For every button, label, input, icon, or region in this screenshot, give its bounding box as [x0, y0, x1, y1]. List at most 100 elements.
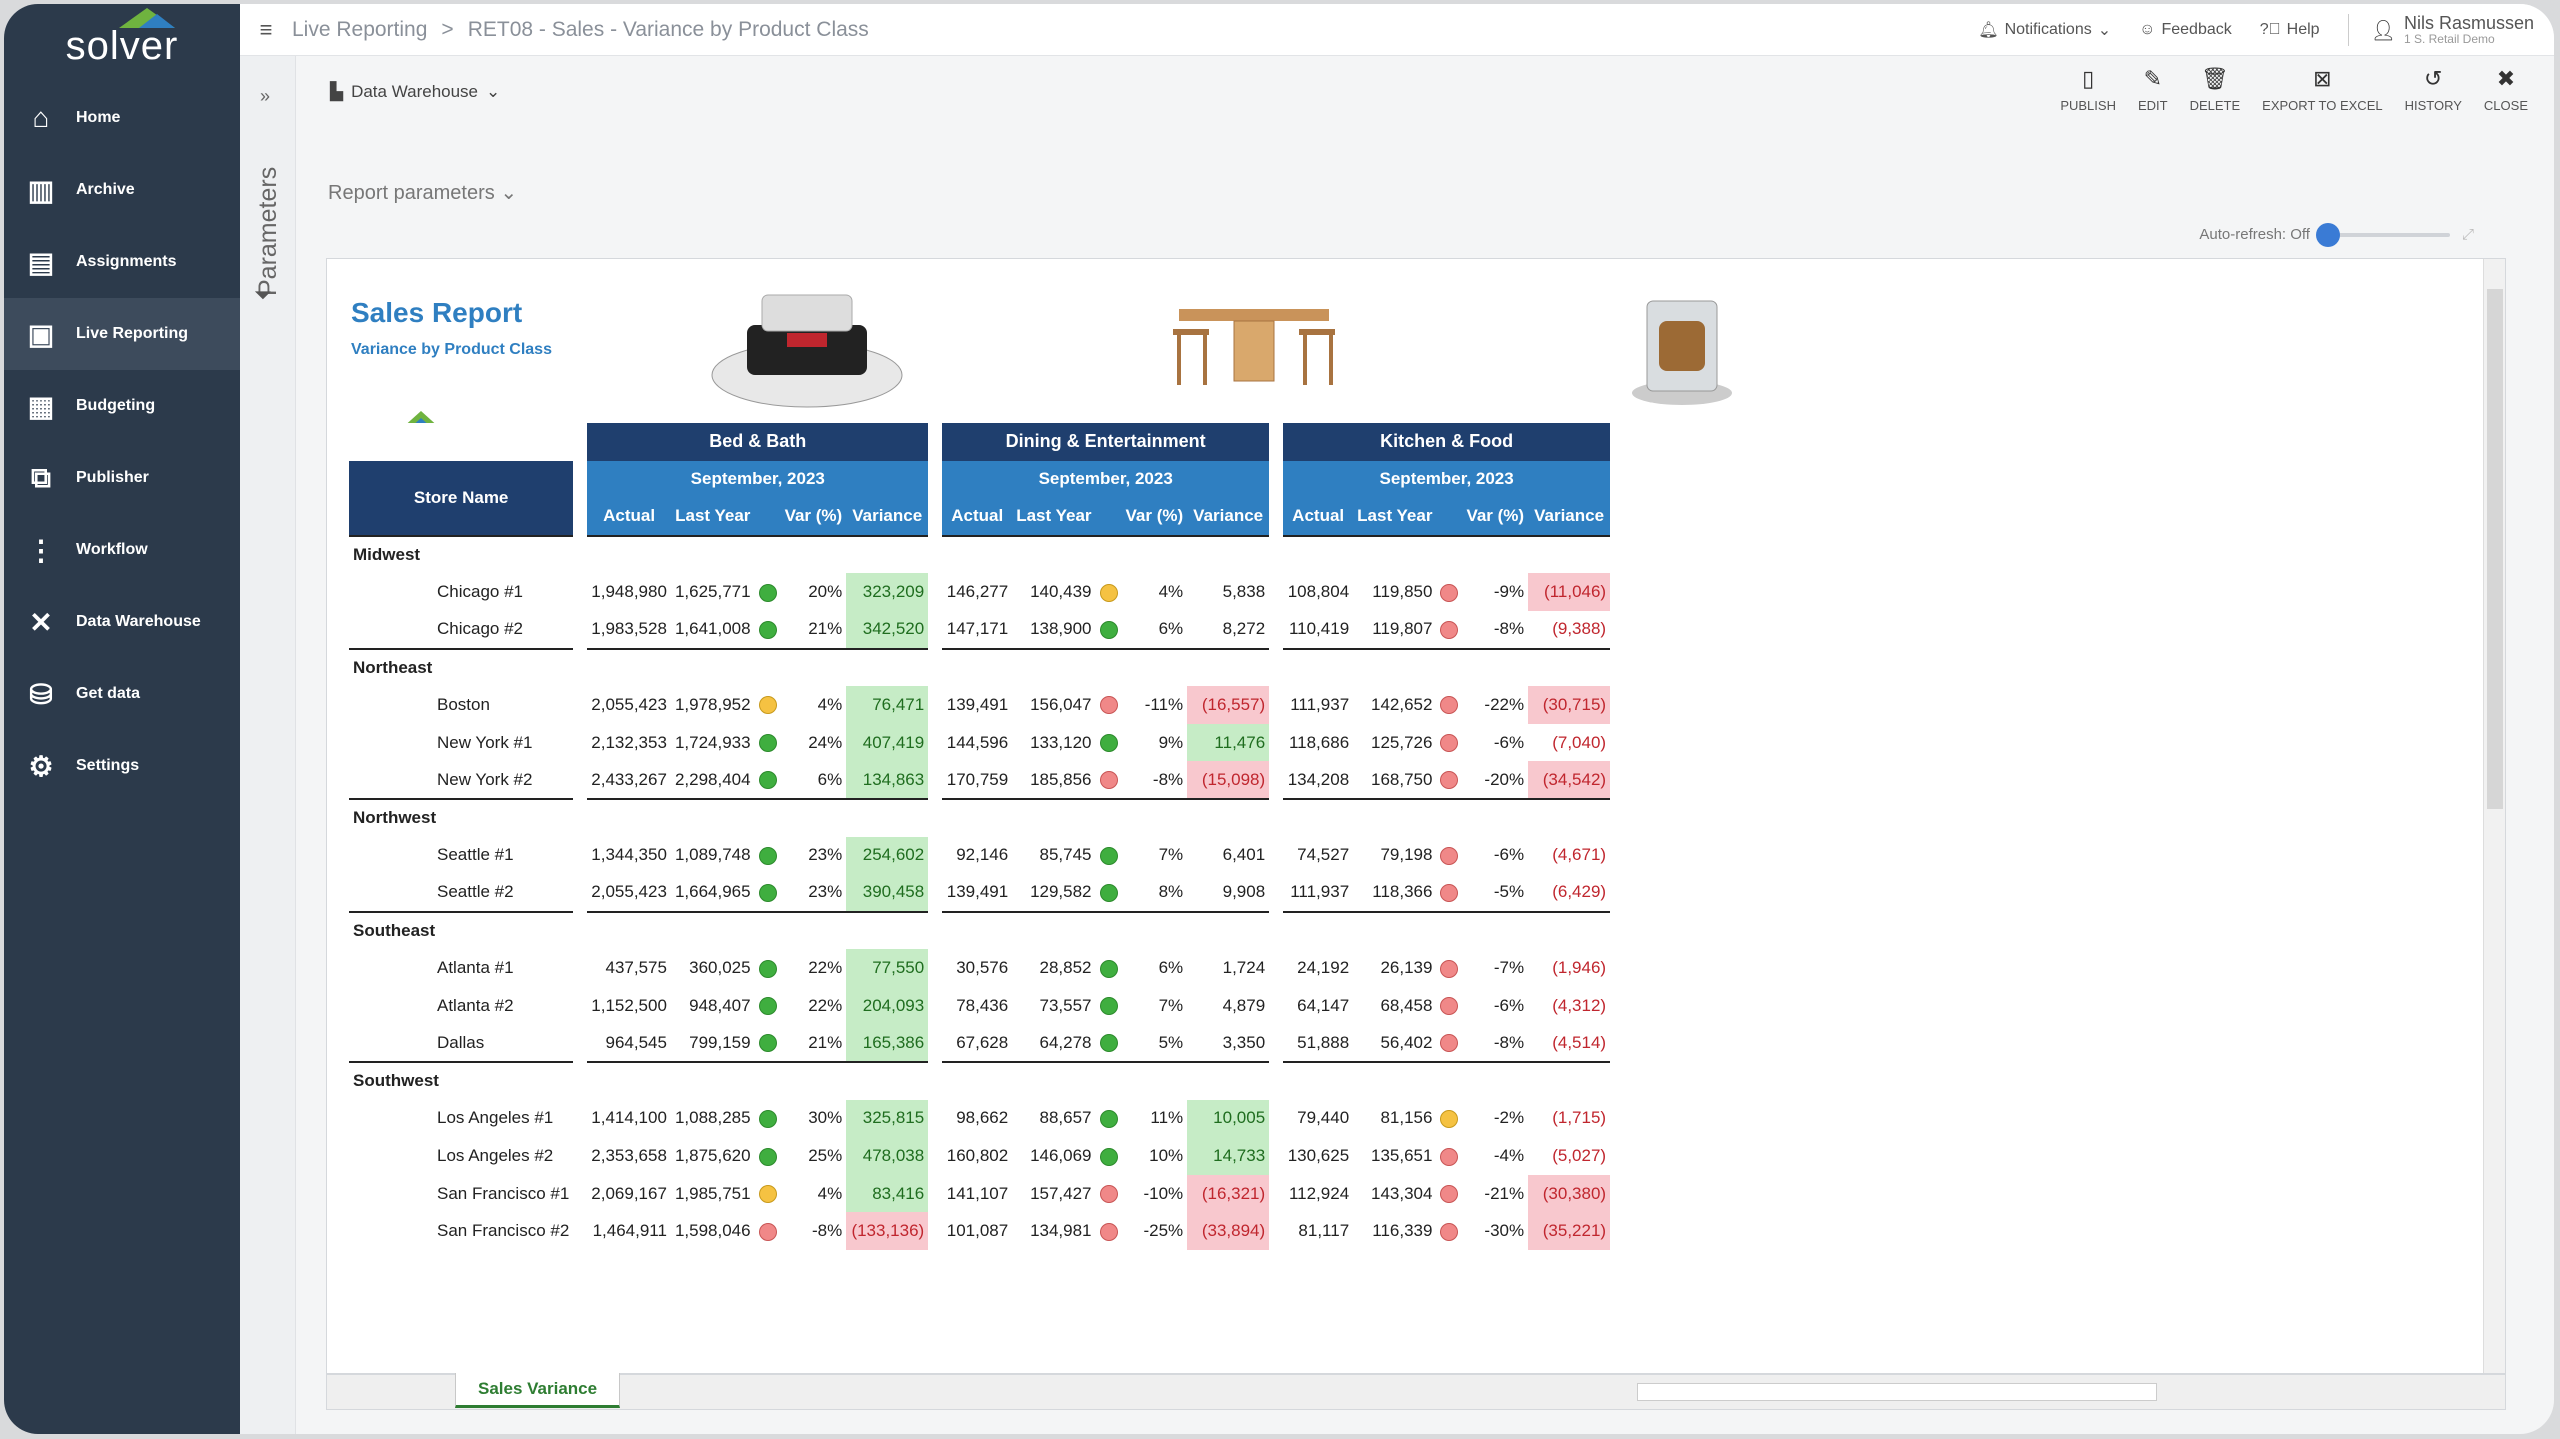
status-indicator-cell: [1436, 573, 1462, 611]
variance-value: (33,894): [1187, 1212, 1270, 1251]
bed-image: [711, 294, 903, 408]
variance-value: 1,724: [1222, 958, 1266, 978]
variance-value: (9,388): [1552, 619, 1607, 639]
store-name: New York #2: [437, 769, 533, 789]
expand-view-icon[interactable]: ⤢: [2461, 226, 2474, 243]
var-percent-value: 21%: [808, 1032, 843, 1052]
column-gap: [1269, 648, 1284, 687]
var-percent-value: -9%: [1493, 582, 1525, 602]
report-parameters-label: Report parameters: [328, 182, 495, 204]
last-year-value: 118,366: [1372, 882, 1433, 902]
sidebar-item-label: Workflow: [76, 541, 148, 558]
var-percent-value: 9%: [1158, 732, 1184, 752]
status-indicator-cell: [755, 1137, 781, 1175]
status-dot-icon: [758, 846, 777, 865]
variance-value: 11,476: [1187, 723, 1270, 762]
publish-button[interactable]: ▯ PUBLISH: [2060, 66, 2116, 113]
actual-value: 2,433,267: [591, 769, 667, 789]
variance-value: 478,038: [846, 1137, 929, 1175]
actual-value: 139,491: [946, 882, 1009, 902]
actual-value: 98,662: [956, 1108, 1009, 1128]
column-gap: [928, 573, 943, 611]
status-dot-icon: [1440, 771, 1459, 790]
variance-value: (11,046): [1528, 573, 1611, 611]
status-indicator-cell: [1096, 1137, 1122, 1175]
sidebar-item-home[interactable]: ⌂ Home: [4, 82, 240, 154]
column-gap: [928, 686, 943, 724]
horizontal-scrollbar[interactable]: [1637, 1383, 2157, 1401]
sheet-tab-sales-variance[interactable]: Sales Variance: [455, 1373, 621, 1408]
export-to-excel-button[interactable]: ⊠ EXPORT TO EXCEL: [2262, 66, 2382, 113]
var-percent-value: 24%: [808, 732, 843, 752]
auto-refresh-label: Auto-refresh: Off: [2199, 226, 2310, 243]
table-row: Los Angeles #2 2,353,658 1,875,620 25% 478,0…: [349, 1137, 1610, 1175]
column-gap: [928, 911, 943, 950]
clipboard-icon: ▤: [27, 246, 55, 278]
column-gap: [928, 874, 943, 912]
status-dot-icon: [1099, 883, 1118, 902]
auto-refresh-toggle[interactable]: [2315, 222, 2450, 247]
group-header: Bed & Bath: [587, 423, 929, 461]
column-gap: [928, 423, 943, 461]
actual-value: 112,924: [1288, 1183, 1350, 1203]
data-source-dropdown[interactable]: ▙ Data Warehouse ⌄: [330, 82, 500, 102]
column-gap: [1269, 1062, 1284, 1100]
user-menu[interactable]: 👤︎ Nils Rasmussen 1 S. Retail Demo: [2347, 14, 2534, 46]
close-button[interactable]: ✖ CLOSE: [2484, 66, 2528, 113]
bell-icon: 🔔︎: [1978, 22, 1999, 39]
sidebar-item-settings[interactable]: ⚙ Settings: [4, 730, 240, 802]
last-year-value: 799,159: [689, 1032, 751, 1052]
table-row: Boston 2,055,423 1,978,952 4% 76,471 139,491 1…: [349, 686, 1611, 724]
sidebar-item-budgeting[interactable]: ▦ Budgeting: [4, 370, 240, 442]
actual-value: 2,055,423: [591, 882, 667, 902]
sidebar-item-get-data[interactable]: ⛁ Get data: [4, 658, 240, 730]
feedback-button[interactable]: ☺ Feedback: [2139, 21, 2232, 39]
status-dot-icon: [758, 734, 777, 753]
table-row: Chicago #1 1,948,980 1,625,771 20% 323,209 14…: [349, 573, 1611, 611]
expand-icon[interactable]: »: [260, 86, 271, 106]
filter-icon[interactable]: ⏷: [254, 282, 272, 307]
status-dot-icon: [1099, 734, 1118, 753]
status-indicator-cell: [1096, 573, 1122, 611]
last-year-value: 1,088,285: [674, 1108, 751, 1128]
history-button[interactable]: ↺ HISTORY: [2405, 66, 2462, 113]
parameters-panel[interactable]: » Parameters ⏷: [240, 56, 296, 1434]
report-parameters-toggle[interactable]: Report parameters ⌄: [328, 180, 517, 205]
edit-button[interactable]: ✎ EDIT: [2138, 66, 2168, 113]
vertical-scrollbar[interactable]: [2483, 259, 2505, 1373]
status-indicator-cell: [755, 874, 781, 912]
breadcrumb-root[interactable]: Live Reporting: [292, 17, 428, 41]
scroll-thumb[interactable]: [2487, 289, 2503, 809]
help-label: Help: [2286, 21, 2320, 38]
status-indicator-cell: [755, 1212, 781, 1250]
actual-value: 30,576: [956, 958, 1009, 978]
delete-button[interactable]: 🗑︎ DELETE: [2190, 66, 2241, 113]
help-button[interactable]: ?⃝ Help: [2260, 21, 2320, 39]
store-name: Atlanta #1: [437, 958, 514, 978]
status-dot-icon: [1440, 1034, 1459, 1053]
var-percent-value: -5%: [1493, 882, 1525, 902]
last-year-value: 73,557: [1039, 995, 1092, 1015]
sidebar-item-assignments[interactable]: ▤ Assignments: [4, 226, 240, 298]
actual-value: 139,491: [946, 694, 1009, 714]
status-dot-icon: [1099, 846, 1118, 865]
last-year-value: 1,985,751: [674, 1183, 751, 1203]
sidebar-item-archive[interactable]: ▥ Archive: [4, 154, 240, 226]
last-year-value: 119,807: [1372, 619, 1433, 639]
sidebar-item-label: Settings: [76, 757, 140, 774]
sidebar-item-live-reporting[interactable]: ▣ Live Reporting: [4, 298, 240, 370]
status-dot-icon: [758, 959, 777, 978]
status-dot-icon: [1099, 1110, 1118, 1128]
sidebar-item-publisher[interactable]: ⧉ Publisher: [4, 442, 240, 514]
region-spacer: [942, 910, 1270, 950]
menu-icon[interactable]: ≡: [259, 16, 273, 42]
actual-value: 101,087: [946, 1221, 1009, 1241]
actual-value: 170,759: [946, 769, 1009, 789]
status-dot-icon: [758, 1185, 777, 1204]
actual-value: 111,937: [1290, 694, 1350, 714]
toggle-knob[interactable]: [2315, 222, 2340, 247]
notifications-button[interactable]: 🔔︎ Notifications ⌄: [1978, 20, 2111, 40]
sidebar-item-workflow[interactable]: ⋮ Workflow: [4, 514, 240, 586]
var-percent-value: 22%: [808, 958, 843, 978]
sidebar-item-data-warehouse[interactable]: ✕ Data Warehouse: [4, 586, 240, 658]
